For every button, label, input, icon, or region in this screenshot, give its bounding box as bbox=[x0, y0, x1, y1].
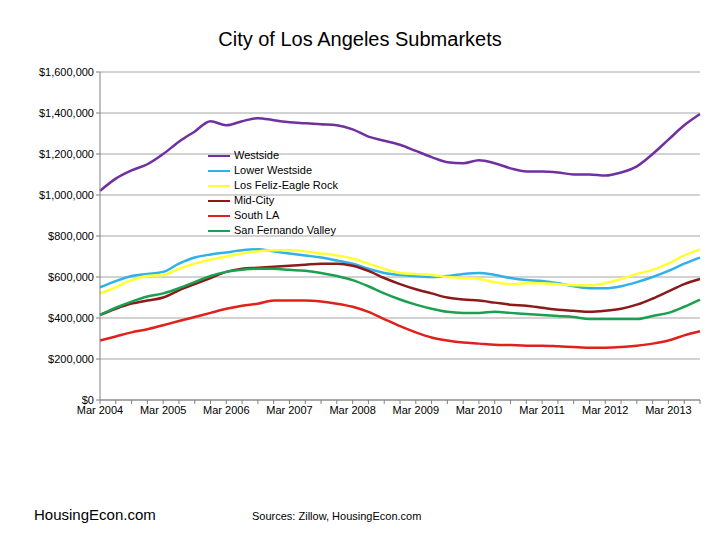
html-text:San Fernando Valley: San Fernando Valley bbox=[234, 224, 336, 236]
svg-text:$600,000: $600,000 bbox=[48, 271, 94, 283]
svg-text:Mar 2011: Mar 2011 bbox=[519, 404, 565, 416]
svg-text:Mar 2004: Mar 2004 bbox=[76, 403, 124, 416]
svg-text:$1,200,000: $1,200,000 bbox=[39, 148, 94, 160]
html-text:Mid-City: Mid-City bbox=[234, 194, 275, 206]
svg-text:Mar 2008: Mar 2008 bbox=[329, 404, 375, 416]
svg-text:Mar 2012: Mar 2012 bbox=[582, 404, 628, 416]
svg-text:$200,000: $200,000 bbox=[48, 353, 94, 365]
svg-text:Mar 2013: Mar 2013 bbox=[645, 404, 691, 416]
html-text:Los Feliz-Eagle Rock: Los Feliz-Eagle Rock bbox=[234, 179, 338, 191]
svg-text:Mar 2009: Mar 2009 bbox=[393, 404, 439, 416]
html-text:Lower Westside: Lower Westside bbox=[234, 164, 313, 176]
html-text:HousingEcon.com: HousingEcon.com bbox=[34, 506, 156, 523]
svg-text:$1,600,000: $1,600,000 bbox=[39, 66, 94, 78]
svg-text:$1,000,000: $1,000,000 bbox=[39, 189, 94, 201]
html-text:Westside: Westside bbox=[234, 149, 279, 161]
svg-text:$0: $0 bbox=[82, 394, 94, 406]
svg-text:Mar 2010: Mar 2010 bbox=[456, 404, 502, 416]
svg-text:Mar 2007: Mar 2007 bbox=[266, 404, 312, 416]
html-text:Sources: Zillow, HousingEcon.c: Sources: Zillow, HousingEcon.com bbox=[252, 510, 422, 522]
svg-text:Mar 2005: Mar 2005 bbox=[140, 404, 186, 416]
svg-text:$400,000: $400,000 bbox=[48, 312, 94, 324]
svg-text:$1,400,000: $1,400,000 bbox=[39, 107, 94, 119]
svg-text:Mar 2006: Mar 2006 bbox=[203, 404, 249, 416]
html-text:South LA: South LA bbox=[234, 209, 280, 221]
html-text:City of Los Angeles Submarkets: City of Los Angeles Submarkets bbox=[218, 28, 502, 50]
svg-text:$800,000: $800,000 bbox=[48, 230, 94, 242]
